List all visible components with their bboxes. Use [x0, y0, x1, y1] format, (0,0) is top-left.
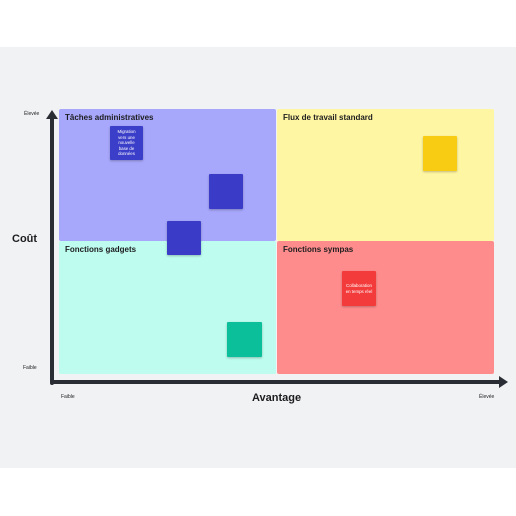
y-axis-title: Coût — [12, 233, 38, 245]
sticky-note-text: Collaboration en temps réel — [345, 282, 373, 294]
quadrant-title: Fonctions sympas — [283, 245, 354, 254]
x-axis-title: Avantage — [252, 392, 302, 404]
y-axis-low-label: Faible — [23, 365, 37, 371]
x-axis-arrow-icon — [499, 376, 508, 388]
quadrant-title: Fonctions gadgets — [65, 245, 137, 254]
sticky-note[interactable] — [227, 322, 262, 357]
x-axis-low-label: Faible — [61, 394, 75, 400]
sticky-note[interactable]: Migration vers une nouvelle base de donn… — [110, 126, 143, 160]
quadrant-title: Tâches administratives — [65, 113, 154, 122]
sticky-note[interactable] — [167, 221, 201, 255]
sticky-note[interactable] — [423, 136, 457, 171]
sticky-note-text: Migration vers une nouvelle base de donn… — [117, 129, 136, 157]
quadrant-top-right[interactable]: Flux de travail standard — [277, 109, 494, 241]
y-axis-high-label: Élevée — [24, 111, 40, 117]
quadrant-bottom-right[interactable]: Fonctions sympas — [277, 241, 494, 374]
sticky-note[interactable]: Collaboration en temps réel — [342, 271, 376, 306]
y-axis-arrow-icon — [46, 110, 58, 119]
quadrant-title: Flux de travail standard — [283, 113, 373, 122]
x-axis-line — [50, 380, 502, 384]
sticky-note[interactable] — [209, 174, 243, 209]
x-axis-high-label: Élevée — [479, 394, 495, 400]
y-axis-line — [50, 115, 54, 385]
